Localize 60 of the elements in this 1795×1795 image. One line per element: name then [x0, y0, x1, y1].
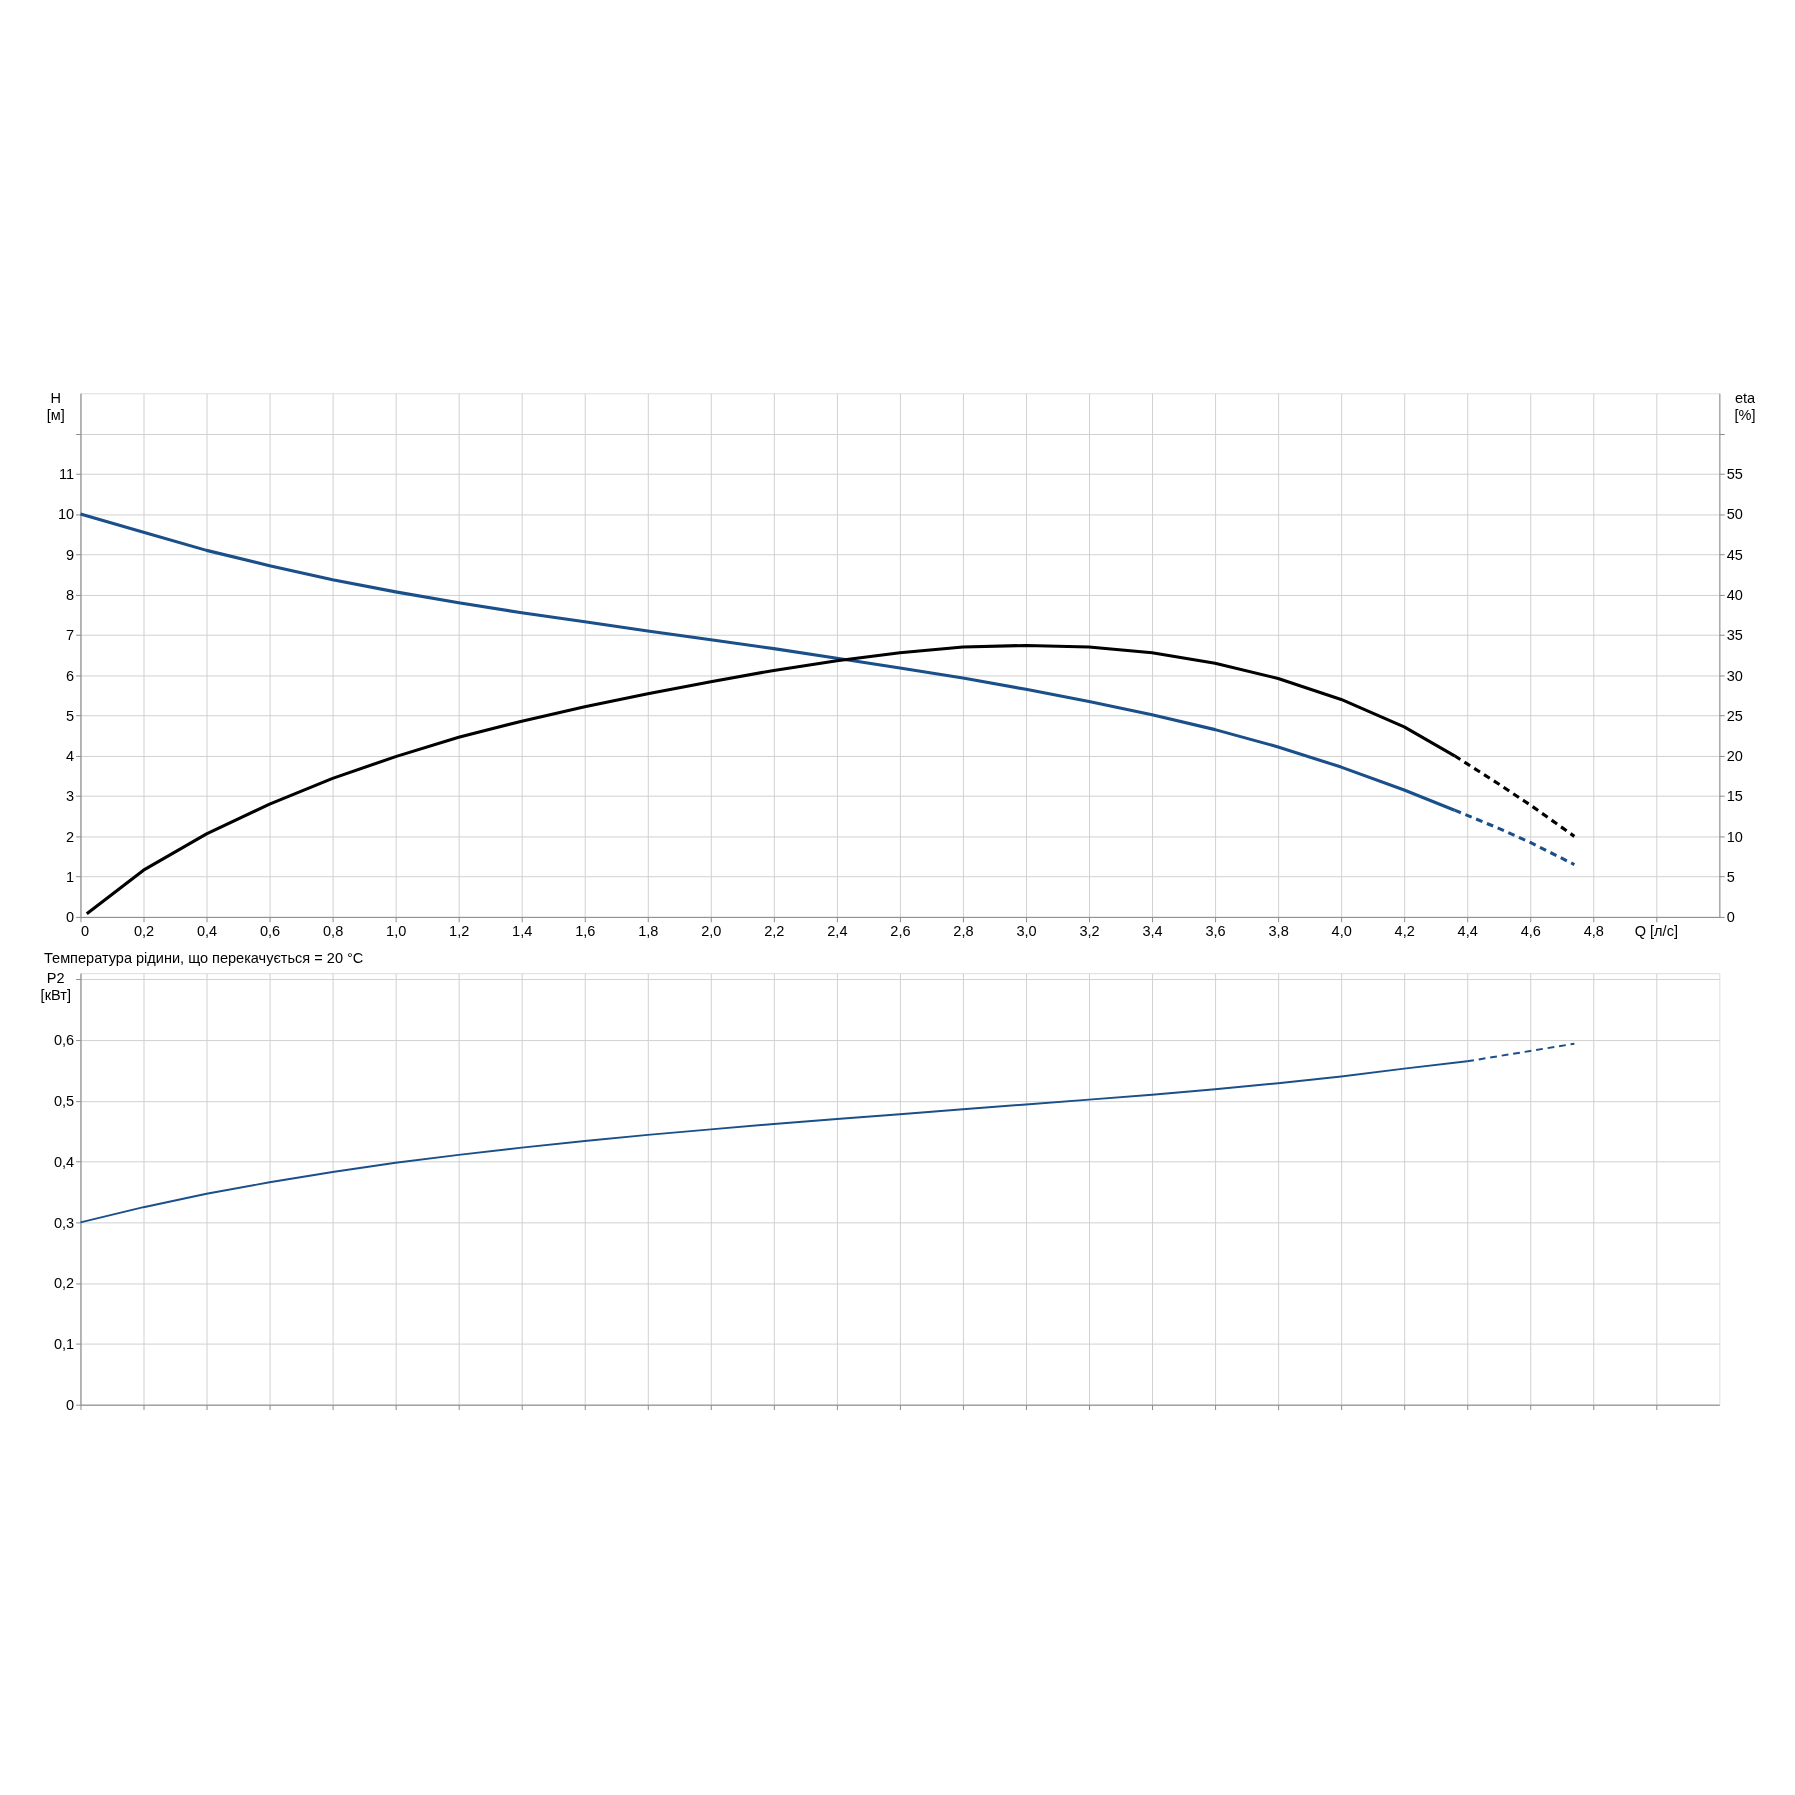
x-tick-label: 4,2 — [1394, 922, 1415, 939]
y-tick-label: 0,3 — [53, 1214, 75, 1231]
x-tick-label: 1,2 — [449, 922, 470, 939]
x-tick-label: 1,6 — [575, 922, 596, 939]
y2-tick-label: 15 — [1726, 788, 1743, 805]
y2-tick-label: 0 — [1726, 909, 1735, 926]
x-tick-label: 2,2 — [764, 922, 785, 939]
x-tick-label: 0,2 — [133, 922, 155, 939]
y-tick-label: 9 — [66, 546, 75, 563]
y-tick-label: 1 — [66, 868, 75, 885]
x-tick-label: 3,8 — [1268, 922, 1289, 939]
y2-tick-label: 30 — [1726, 667, 1743, 684]
x-tick-label: 4,4 — [1457, 922, 1478, 939]
y2-tick-label: 45 — [1726, 546, 1743, 563]
x-axis-title: Q [л/с] — [1634, 923, 1678, 940]
y-tick-label: 0,5 — [53, 1093, 75, 1110]
y-axis-title: H [м] — [46, 390, 65, 423]
x-tick-label: 3,4 — [1142, 922, 1163, 939]
y2-tick-label: 20 — [1726, 748, 1743, 765]
x-tick-label: 2,8 — [953, 922, 974, 939]
chart-title: Температура рідини, що перекачується = 20 °C — [43, 949, 364, 966]
y2-tick-label: 55 — [1726, 466, 1743, 483]
y-tick-label: 11 — [59, 466, 75, 483]
y-axis-title: P2 [кВт] — [40, 970, 71, 1003]
y2-axis-title: eta [%] — [1734, 390, 1757, 423]
x-tick-label: 2,6 — [890, 922, 911, 939]
y-tick-label: 3 — [66, 788, 75, 805]
y-tick-label: 2 — [66, 828, 75, 845]
y-tick-label: 0,1 — [53, 1336, 75, 1353]
y-tick-label: 0,6 — [53, 1032, 75, 1049]
text: 0 — [80, 922, 90, 939]
x-tick-label: 4,8 — [1583, 922, 1604, 939]
x-tick-label: 3,6 — [1205, 922, 1226, 939]
y-tick-label: 0,4 — [53, 1153, 75, 1170]
x-tick-label: 2,0 — [701, 922, 722, 939]
x-tick-label: 3,2 — [1079, 922, 1100, 939]
y2-tick-label: 40 — [1726, 587, 1743, 604]
x-tick-label: 3,0 — [1016, 922, 1037, 939]
y-tick-label: 0 — [66, 909, 75, 926]
y-tick-label: 5 — [66, 707, 75, 724]
y2-tick-label: 5 — [1726, 868, 1735, 885]
y-tick-label: 10 — [58, 506, 75, 523]
y-tick-label: 4 — [66, 748, 75, 765]
x-tick-label: 4,0 — [1331, 922, 1352, 939]
x-tick-label: 1,4 — [512, 922, 533, 939]
x-tick-label: 1,0 — [386, 922, 407, 939]
y-tick-label: 7 — [66, 627, 75, 644]
x-tick-label: 1,8 — [638, 922, 659, 939]
x-tick-label: 0,6 — [259, 922, 281, 939]
y2-tick-label: 50 — [1726, 506, 1743, 523]
y-tick-label: 0,2 — [53, 1275, 75, 1292]
x-tick-label: 0,8 — [323, 922, 344, 939]
x-tick-label: 2,4 — [827, 922, 848, 939]
x-tick-label: 0,4 — [196, 922, 218, 939]
y-tick-label: 8 — [66, 587, 75, 604]
y-tick-label: 6 — [66, 667, 75, 684]
x-tick-label: 4,6 — [1520, 922, 1541, 939]
y2-tick-label: 35 — [1726, 627, 1743, 644]
y2-tick-label: 25 — [1726, 707, 1743, 724]
y2-tick-label: 10 — [1726, 828, 1743, 845]
